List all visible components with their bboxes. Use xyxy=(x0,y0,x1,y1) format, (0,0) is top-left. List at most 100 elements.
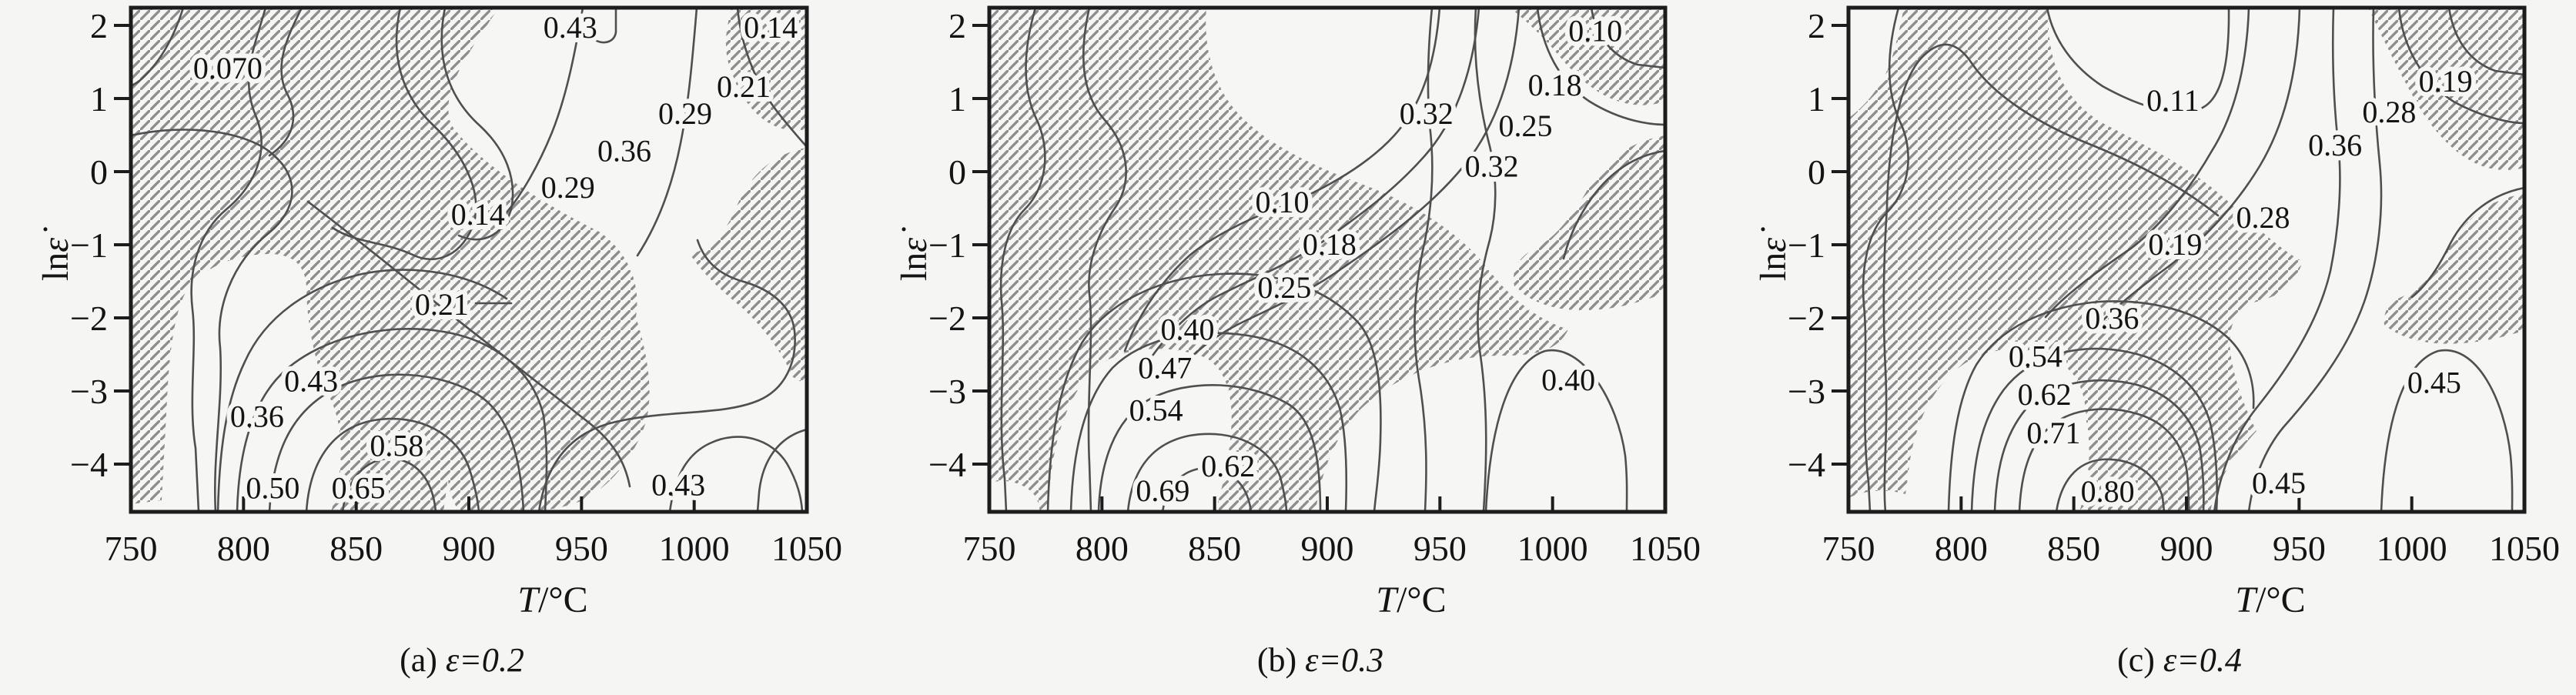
contour-value-label: 0.25 xyxy=(1257,270,1311,305)
contour-value-label: 0.62 xyxy=(2018,377,2072,412)
contour-line xyxy=(2213,8,2341,512)
contour-value-label: 0.43 xyxy=(284,364,338,399)
x-tick-label: 1000 xyxy=(1517,529,1588,568)
x-tick-label: 800 xyxy=(1935,529,1988,568)
contour-line xyxy=(1161,466,1253,512)
y-tick-label: −2 xyxy=(928,299,966,338)
y-tick-label: −4 xyxy=(928,445,966,484)
contour-value-label: 0.10 xyxy=(1255,185,1309,219)
x-tick-label: 1000 xyxy=(2377,529,2447,568)
x-tick-label: 950 xyxy=(1413,529,1467,568)
contour-value-label: 0.14 xyxy=(744,10,798,45)
contour-line xyxy=(440,8,514,241)
contour-map-a: 750 800 850 900 950 1000 1050 2 1 0 −1 −2 −3 −4 0.070 0… xyxy=(35,5,842,679)
contour-line xyxy=(1126,433,1288,512)
x-axis-title: T/°C xyxy=(517,580,587,620)
x-tick-label: 1050 xyxy=(1630,529,1701,568)
contour-line xyxy=(2046,8,2230,113)
x-tick-label: 750 xyxy=(1822,529,1875,568)
contour-line xyxy=(1862,8,1909,512)
contour-line xyxy=(736,8,807,149)
contour-value-label: 0.29 xyxy=(658,96,712,131)
stability-clear-region xyxy=(989,480,1040,512)
contour-line xyxy=(2380,349,2514,512)
contour-line xyxy=(1123,8,1441,353)
y-tick-label: −2 xyxy=(70,299,108,338)
x-tick-label: 1050 xyxy=(2489,529,2560,568)
contour-line xyxy=(1562,149,1665,260)
contour-value-label: 0.65 xyxy=(332,470,386,505)
contour-line xyxy=(2410,186,2524,299)
x-tick-label: 900 xyxy=(443,529,496,568)
contour-line xyxy=(2447,8,2524,76)
y-tick-label: 2 xyxy=(90,6,108,45)
contour-line xyxy=(2397,8,2524,125)
y-tick-label: 2 xyxy=(948,6,966,45)
instability-hatch-region xyxy=(725,8,807,131)
panel-b: 750 800 850 900 950 1000 1050 2 1 0 −1 −2 −3 −4 0.10 0.… xyxy=(858,0,1717,695)
contour-line xyxy=(1590,8,1665,69)
y-tick-label: −3 xyxy=(928,372,966,411)
contour-value-label: 0.50 xyxy=(246,470,299,505)
contour-value-label: 0.80 xyxy=(2081,474,2135,509)
contour-line xyxy=(268,8,303,157)
panel-caption: (c) ε=0.4 xyxy=(2117,641,2242,679)
contour-value-label: 0.32 xyxy=(1465,149,1519,183)
contour-value-label: 0.69 xyxy=(1136,473,1189,508)
contour-line xyxy=(505,8,584,214)
contour-line xyxy=(2055,458,2166,512)
contour-value-label: 0.29 xyxy=(541,170,595,205)
contour-value-label: 0.070 xyxy=(193,51,263,85)
y-tick-label: 0 xyxy=(90,152,108,192)
contour-line xyxy=(756,428,807,512)
y-tick-label: 0 xyxy=(948,152,966,192)
x-tick-label: 850 xyxy=(2047,529,2100,568)
contour-line xyxy=(1993,379,2205,512)
contour-line xyxy=(1536,8,1665,126)
panel-c: 750 800 850 900 950 1000 1050 2 1 0 −1 −2 −3 −4 0.11 0.… xyxy=(1718,0,2576,695)
x-tick-label: 1000 xyxy=(659,529,730,568)
x-tick-label: 750 xyxy=(105,529,158,568)
contour-value-label: 0.43 xyxy=(651,468,705,503)
x-tick-label: 900 xyxy=(1301,529,1354,568)
y-tick-label: −3 xyxy=(1788,372,1825,411)
contour-line xyxy=(1947,300,2255,512)
contour-line xyxy=(1082,8,1127,512)
x-tick-label: 800 xyxy=(1076,529,1129,568)
contour-line xyxy=(2044,8,2250,319)
contour-line xyxy=(2093,8,2301,331)
x-tick-label: 850 xyxy=(1188,529,1241,568)
instability-hatch-region xyxy=(448,317,650,512)
contour-value-label: 0.10 xyxy=(1568,14,1622,48)
contour-line xyxy=(216,269,508,512)
x-tick-label: 950 xyxy=(555,529,608,568)
y-tick-label: 1 xyxy=(1808,79,1825,119)
contour-line xyxy=(341,457,437,512)
contour-line xyxy=(537,239,796,512)
contour-line xyxy=(131,129,293,512)
contour-value-label: 0.19 xyxy=(2419,64,2473,99)
y-tick-label: −2 xyxy=(1788,299,1825,338)
contour-line xyxy=(1970,347,2219,512)
contour-line xyxy=(236,328,548,512)
contour-value-label: 0.32 xyxy=(1400,96,1454,131)
contour-line xyxy=(1177,8,1521,373)
instability-hatch-region xyxy=(1510,8,1665,105)
contour-value-label: 0.18 xyxy=(1303,227,1357,262)
contour-value-label: 0.18 xyxy=(1528,68,1582,102)
y-tick-label: 0 xyxy=(1808,152,1825,192)
contour-line xyxy=(1474,8,1497,512)
y-tick-label: −3 xyxy=(70,372,108,411)
contour-line xyxy=(1882,43,2220,371)
contour-line xyxy=(1151,8,1480,357)
y-tick-label: 1 xyxy=(90,79,108,119)
y-tick-label: −1 xyxy=(70,226,108,265)
x-tick-label: 900 xyxy=(2160,529,2213,568)
contour-value-label: 0.21 xyxy=(717,69,771,104)
contour-value-label: 0.14 xyxy=(451,197,505,232)
contour-line xyxy=(1883,368,1888,512)
contour-value-label: 0.11 xyxy=(2146,83,2200,118)
contour-line xyxy=(1484,349,1628,512)
contour-value-label: 0.28 xyxy=(2236,200,2290,235)
